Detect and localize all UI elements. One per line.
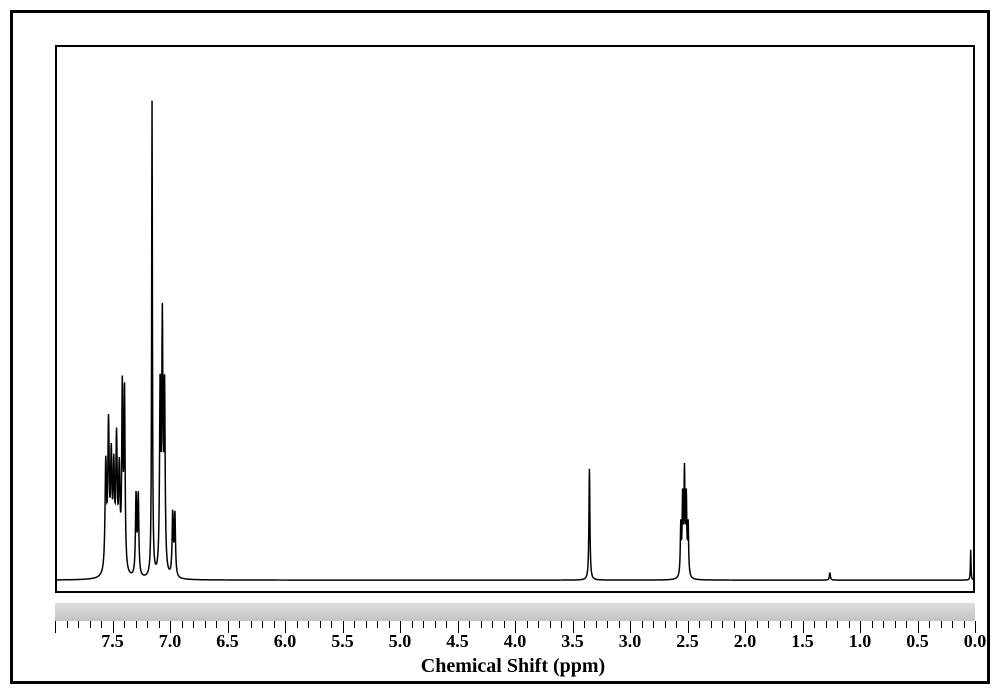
nmr-plot: [55, 45, 975, 593]
outer-frame: 7.5 7.0 6.5 6.0 5.5 5.0 4.5 4.0 3.5 3.0 2.5 2.0 1.5 1…: [10, 10, 990, 684]
x-tick-label: 0.5: [906, 631, 929, 652]
x-tick-label: 0.0: [964, 631, 987, 652]
x-tick-label: 5.5: [331, 631, 354, 652]
x-tick-label: 5.0: [389, 631, 412, 652]
x-tick-label: 3.0: [619, 631, 642, 652]
x-tick-label: 6.5: [216, 631, 239, 652]
x-tick-label: 1.0: [849, 631, 872, 652]
figure-container: { "nmr_spectrum":{ "type":"line", "axis"…: [0, 0, 1000, 694]
x-tick-label: 4.5: [446, 631, 469, 652]
spectrum-svg: [57, 47, 973, 591]
x-tick-label: 7.0: [159, 631, 182, 652]
x-tick-labels: 7.5 7.0 6.5 6.0 5.5 5.0 4.5 4.0 3.5 3.0 2.5 2.0 1.5 1…: [55, 627, 975, 653]
spectrum-line: [57, 101, 973, 580]
x-axis-label: Chemical Shift (ppm): [13, 655, 1000, 678]
x-tick-label: 2.5: [676, 631, 699, 652]
x-tick-label: 4.0: [504, 631, 527, 652]
x-tick-label: 6.0: [274, 631, 297, 652]
x-tick-label: 1.5: [791, 631, 814, 652]
x-tick-label: 2.0: [734, 631, 757, 652]
x-tick-label: 3.5: [561, 631, 584, 652]
x-tick-label: 7.5: [101, 631, 124, 652]
axis-strip: [55, 603, 975, 621]
